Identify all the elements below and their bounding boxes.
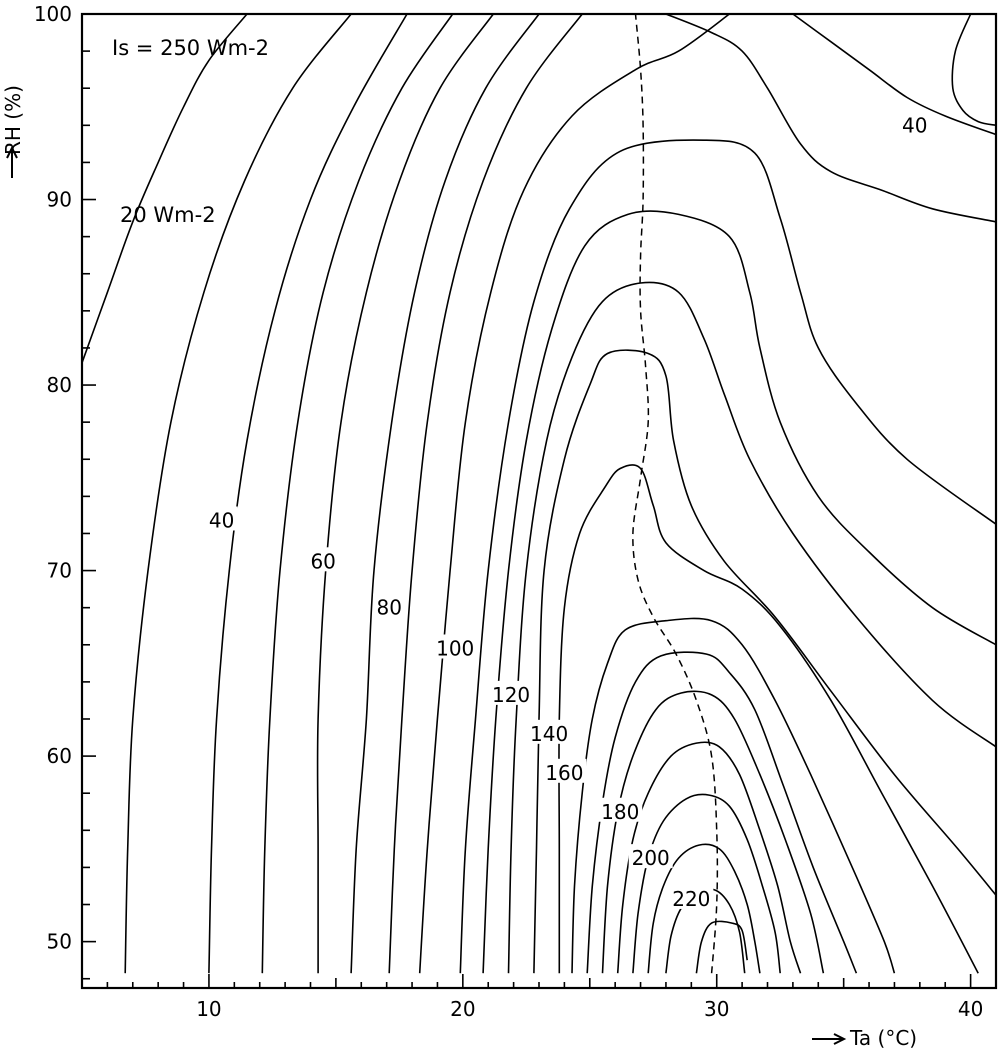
level-label-bg: [598, 797, 643, 822]
y-tick-label: 80: [47, 373, 72, 397]
contour-level-label: 100: [436, 636, 474, 660]
contour-lines: [81, 13, 997, 974]
y-tick-label: 70: [47, 559, 72, 583]
x-tick-label: 40: [958, 997, 983, 1021]
y-tick-label: 90: [47, 188, 72, 212]
top-annotation: Is = 250 Wm-2: [112, 36, 269, 60]
level-label-bg: [433, 634, 478, 659]
low-annotation: 20 Wm-2: [120, 203, 216, 227]
contour-line-5: [316, 13, 494, 974]
contour-level-label: 40: [902, 113, 927, 137]
level-label-bg: [898, 111, 931, 136]
contour-line-2: [124, 13, 352, 974]
contour-line-23: [792, 13, 997, 136]
ridge-line-group: [632, 13, 719, 974]
contour-level-label: 180: [601, 800, 639, 824]
y-axis-label: RH (%): [1, 85, 25, 155]
contour-level-label: 120: [492, 683, 530, 707]
contour-line-13: [558, 464, 979, 974]
contour-line-22: [665, 13, 997, 223]
y-tick-label: 100: [34, 2, 72, 26]
x-tick-label: 30: [704, 997, 729, 1021]
level-label-bg: [205, 506, 238, 531]
y-tick-label: 50: [47, 930, 72, 954]
contour-line-14: [571, 617, 896, 974]
y-axis-arrow-icon: [6, 145, 18, 178]
level-label-bg: [628, 844, 673, 869]
contour-line-4: [261, 13, 454, 974]
contour-line-24: [951, 13, 997, 127]
level-label-bg: [527, 719, 572, 744]
contour-line-8: [418, 13, 730, 974]
contour-line-3: [208, 13, 408, 974]
level-label-bg: [373, 593, 406, 618]
y-tick-label: 60: [47, 744, 72, 768]
x-tick-label: 10: [196, 997, 221, 1021]
level-label-bg: [307, 547, 340, 572]
level-label-bg: [542, 758, 587, 783]
contour-line-9: [459, 139, 997, 974]
contour-level-label: 60: [310, 549, 335, 573]
contour-level-label: 200: [632, 846, 670, 870]
contour-line-1: [81, 13, 248, 364]
contour-level-label: 160: [545, 761, 583, 785]
contour-level-label: 220: [672, 887, 710, 911]
contour-line-12: [533, 349, 997, 974]
contour-line-19: [647, 843, 761, 974]
contour-line-16: [601, 690, 825, 974]
contour-line-7: [388, 13, 583, 974]
axis-ticks: 10 20 30 40 50 60 70 80 90 100: [6, 2, 997, 1045]
ridge-dashed-line: [632, 13, 719, 974]
x-axis-arrow-icon: [812, 1033, 847, 1045]
contour-line-6: [350, 13, 540, 974]
level-label-bg: [489, 680, 534, 705]
contour-level-label: 40: [209, 508, 234, 532]
level-label-bg: [669, 884, 714, 909]
contour-line-21: [695, 920, 748, 974]
x-axis-label: Ta (°C): [849, 1026, 917, 1050]
contour-level-label: 80: [376, 596, 401, 620]
x-tick-label: 20: [450, 997, 475, 1021]
contour-level-label: 140: [530, 722, 568, 746]
contour-line-18: [632, 793, 781, 974]
